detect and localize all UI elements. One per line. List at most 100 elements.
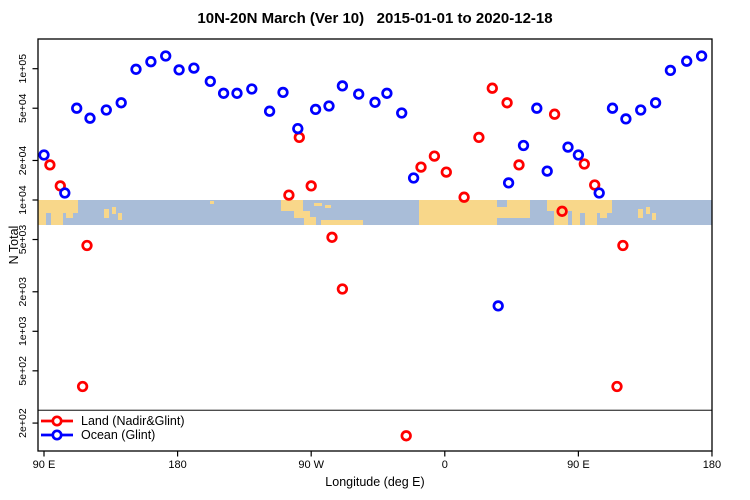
y-tick-label: 1e+05	[17, 54, 29, 84]
land-point	[578, 158, 590, 170]
ocean-point	[369, 96, 381, 108]
ocean-point	[562, 141, 574, 153]
ocean-point	[381, 87, 393, 99]
map-strip-land	[112, 207, 116, 214]
land-point	[81, 239, 93, 252]
map-strip-land	[118, 213, 122, 220]
legend-label-land: Land (Nadir&Glint)	[81, 414, 185, 428]
ocean-symbol-circle	[51, 429, 63, 441]
ocean-point	[492, 300, 504, 312]
ocean-point	[217, 87, 230, 99]
map-strip-land	[294, 211, 310, 218]
land-point	[415, 161, 427, 173]
land-point	[428, 150, 441, 162]
y-tick-label: 5e+02	[17, 356, 29, 386]
ocean-point	[292, 122, 304, 135]
land-point	[589, 179, 601, 191]
map-strip-land	[38, 213, 46, 225]
ocean-point	[263, 105, 276, 117]
land-point	[486, 82, 498, 94]
ocean-point	[130, 63, 142, 75]
map-strip-land	[51, 213, 63, 225]
land-point	[76, 380, 89, 393]
y-tick-label: 5e+04	[17, 93, 29, 123]
ocean-point	[71, 102, 83, 114]
map-strip-land	[585, 213, 597, 225]
land-point	[326, 231, 338, 243]
x-axis-label: Longitude (deg E)	[325, 475, 425, 489]
map-strip-land	[210, 201, 214, 204]
ocean-series-symbol	[41, 429, 73, 441]
ocean-point	[309, 103, 322, 116]
land-point	[400, 430, 412, 442]
y-tick-label: 5e+03	[17, 225, 29, 255]
ocean-point	[246, 83, 258, 95]
land-point	[283, 189, 295, 201]
map-strip-land	[600, 213, 607, 218]
ocean-point	[572, 149, 585, 161]
ocean-point	[407, 172, 420, 184]
x-tick-label: 180	[168, 459, 186, 471]
land-symbol-circle	[51, 415, 63, 427]
map-strip-land	[419, 200, 497, 225]
land-point	[501, 97, 513, 109]
land-point	[44, 159, 56, 171]
ocean-point	[649, 97, 662, 109]
chart-title: 10N-20N March (Ver 10) 2015-01-01 to 202…	[197, 10, 553, 27]
x-tick-label: 90 W	[298, 459, 324, 471]
ocean-point	[188, 62, 200, 74]
land-point	[473, 131, 485, 144]
y-tick-label: 1e+04	[17, 185, 29, 215]
x-tick-label: 90 E	[567, 459, 590, 471]
map-strip-land	[572, 200, 612, 213]
map-strip-land	[104, 209, 109, 218]
map-strip-land	[314, 203, 322, 206]
ocean-point	[231, 87, 243, 99]
plot-frame	[37, 38, 713, 452]
map-strip-land	[497, 207, 511, 218]
ocean-point	[145, 56, 157, 68]
ocean-point	[635, 104, 647, 116]
y-tick-label: 1e+03	[17, 316, 29, 346]
ocean-point	[531, 102, 543, 114]
ocean-point	[681, 55, 693, 67]
ocean-point	[353, 88, 365, 100]
land-point	[548, 108, 561, 120]
land-point	[336, 283, 349, 295]
land-point	[617, 239, 629, 252]
x-tick-label: 90 E	[33, 459, 56, 471]
land-point	[513, 159, 525, 171]
land-point	[293, 131, 305, 144]
ocean-point	[606, 102, 619, 114]
legend-item-land: Land (Nadir&Glint)	[40, 414, 185, 428]
land-point	[440, 166, 452, 178]
y-tick-label: 2e+02	[17, 408, 29, 438]
legend: Land (Nadir&Glint) Ocean (Glint)	[40, 414, 185, 442]
ocean-point	[173, 64, 185, 76]
map-strip-land	[304, 217, 316, 225]
map-strip-land	[281, 200, 303, 211]
ocean-point	[204, 75, 216, 88]
map-strip-land	[572, 213, 580, 225]
map-strip-land	[638, 209, 643, 218]
map-strip-land	[66, 213, 73, 218]
ocean-point	[502, 177, 515, 189]
y-axis-label: N Total	[7, 225, 21, 265]
ocean-point	[100, 104, 112, 116]
ocean-point	[323, 100, 335, 112]
map-strip-land	[652, 213, 656, 220]
x-tick-label: 0	[442, 459, 448, 471]
ocean-point	[664, 64, 677, 77]
ocean-point	[541, 165, 553, 177]
ocean-point	[593, 187, 605, 199]
ocean-point	[517, 139, 530, 152]
ocean-point	[84, 112, 96, 124]
map-strip-land	[325, 205, 331, 208]
ocean-point	[336, 80, 349, 92]
map-strip-land	[507, 200, 530, 218]
legend-item-ocean: Ocean (Glint)	[40, 428, 185, 442]
land-point	[458, 191, 470, 203]
ocean-point	[59, 187, 71, 199]
